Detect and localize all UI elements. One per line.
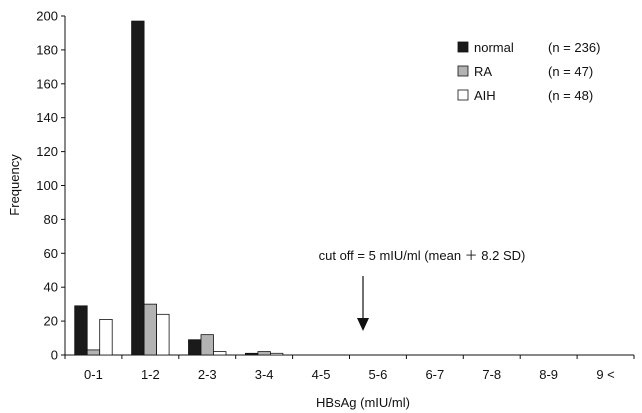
- bar-normal: [244, 352, 259, 356]
- y-axis-title: Frequency: [7, 154, 22, 216]
- cutoff-annotation: cut off = 5 mIU/ml (mean ＋ 8.2 SD): [319, 248, 526, 331]
- cutoff-label: cut off = 5 mIU/ml (mean ＋ 8.2 SD): [319, 248, 526, 263]
- x-tick-label: 6-7: [425, 367, 444, 382]
- bar-aih: [213, 351, 227, 356]
- bar-ra: [257, 351, 271, 356]
- bars: [74, 20, 284, 356]
- x-tick-label: 2-3: [198, 367, 217, 382]
- y-tick-label: 180: [36, 42, 58, 57]
- x-tick-label: 1-2: [141, 367, 160, 382]
- y-tick-label: 0: [51, 348, 58, 363]
- x-tick-label: 3-4: [255, 367, 274, 382]
- y-tick-label: 100: [36, 178, 58, 193]
- legend-label-normal: normal: [474, 40, 514, 55]
- y-tick-label: 200: [36, 9, 58, 24]
- legend-label-ra: RA: [474, 64, 492, 79]
- y-tick-label: 60: [44, 246, 58, 261]
- y-tick-label: 120: [36, 144, 58, 159]
- x-tick-label: 4-5: [312, 367, 331, 382]
- legend-count-ra: (n = 47): [548, 64, 593, 79]
- legend-count-normal: (n = 236): [548, 40, 600, 55]
- y-tick-label: 80: [44, 212, 58, 227]
- bar-normal: [131, 20, 145, 356]
- bar-aih: [269, 352, 284, 356]
- bar-normal: [74, 305, 88, 356]
- bar-ra: [200, 334, 214, 356]
- x-tick-label: 8-9: [539, 367, 558, 382]
- bar-ra: [86, 349, 101, 356]
- x-axis-title: HBsAg (mIU/ml): [316, 395, 410, 410]
- bar-ra: [143, 303, 158, 356]
- y-tick-label: 40: [44, 280, 58, 295]
- x-tick-label: 0-1: [84, 367, 103, 382]
- x-tick-label: 9 <: [596, 367, 614, 382]
- legend-swatch-aih: [457, 89, 469, 101]
- y-tick-label: 160: [36, 76, 58, 91]
- legend: normal (n = 236) RA (n = 47) AIH (n = 48): [457, 40, 600, 103]
- y-tick-label: 140: [36, 110, 58, 125]
- legend-label-aih: AIH: [474, 88, 496, 103]
- x-tick-label: 5-6: [369, 367, 388, 382]
- legend-count-aih: (n = 48): [548, 88, 593, 103]
- bar-aih: [156, 313, 170, 356]
- bar-normal: [188, 339, 202, 356]
- bar-aih: [99, 319, 113, 356]
- legend-swatch-normal: [457, 41, 469, 53]
- y-tick-label: 20: [44, 314, 58, 329]
- x-tick-label: 7-8: [482, 367, 501, 382]
- cutoff-arrow-head: [357, 318, 369, 331]
- y-tick-labels: 0 20 40 60 80 100 120 140 160 180 200: [36, 9, 58, 363]
- legend-swatch-ra: [457, 65, 469, 77]
- x-tick-labels: 0-1 1-2 2-3 3-4 4-5 5-6 6-7 7-8 8-9 9 <: [84, 367, 615, 382]
